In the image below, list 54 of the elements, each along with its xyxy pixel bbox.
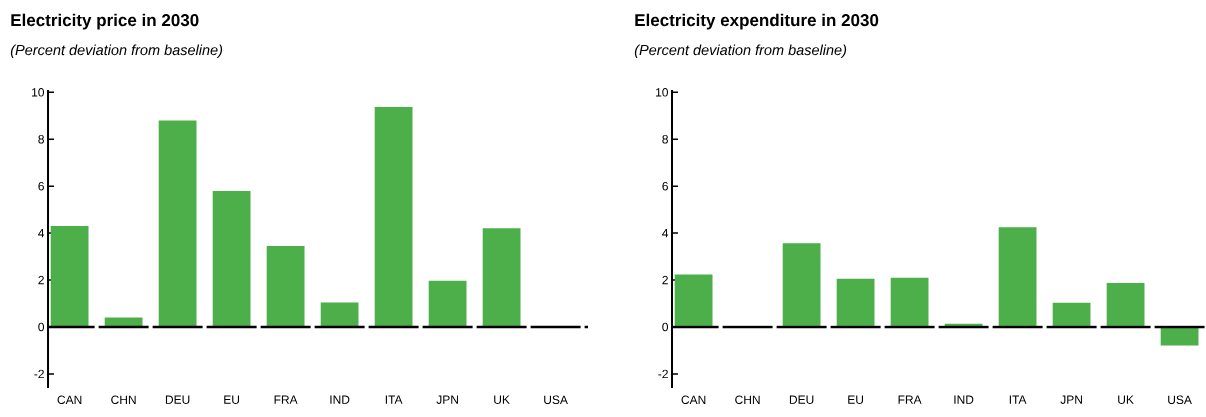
bar [158, 120, 197, 327]
bar [1052, 302, 1091, 327]
y-tick-label: 8 [662, 135, 668, 144]
bar [212, 190, 251, 327]
x-tick-label: USA [1168, 395, 1192, 405]
bar [482, 228, 521, 327]
x-tick-label: ITA [385, 395, 403, 404]
bar [1160, 326, 1199, 346]
y-tick-label: 8 [38, 135, 44, 144]
x-tick-label: UK [494, 395, 510, 404]
y-tick-label: 6 [38, 181, 44, 191]
y-tick-label: 10 [32, 88, 45, 97]
bar [266, 246, 305, 327]
x-tick-label: IND [330, 395, 350, 404]
y-tick-label: -2 [658, 369, 668, 379]
x-tick-label: CHN [735, 395, 760, 405]
bar [890, 277, 929, 327]
x-tick-label: EU [224, 395, 240, 404]
bar [428, 280, 467, 327]
x-tick-label: DEU [789, 395, 814, 404]
y-tick-label: 4 [38, 229, 45, 238]
y-tick-label: -2 [34, 369, 44, 379]
y-tick-label: 10 [656, 88, 669, 97]
bar [50, 226, 89, 327]
x-tick-label: EU [848, 395, 863, 404]
x-tick-label: FRA [274, 395, 298, 404]
y-tick-label: 4 [662, 229, 669, 238]
y-tick-label: 2 [662, 275, 668, 285]
chart-title: Electricity price in 2030 [11, 13, 199, 30]
chart-subtitle: (Percent deviation from baseline) [634, 44, 847, 58]
x-tick-label: CHN [111, 395, 136, 405]
x-tick-label: FRA [898, 395, 922, 404]
chart-title: Electricity expenditure in 2030 [635, 13, 879, 30]
y-tick-label: 0 [662, 322, 669, 332]
x-tick-label: ITA [1009, 395, 1027, 404]
bar [374, 106, 413, 327]
x-tick-label: JPN [1060, 395, 1082, 404]
x-tick-label: UK [1118, 395, 1134, 404]
y-tick-label: 6 [662, 181, 668, 191]
bar [674, 274, 713, 327]
x-tick-label: DEU [165, 395, 190, 404]
x-tick-label: CAN [57, 395, 82, 405]
x-tick-label: JPN [436, 395, 458, 404]
bar [1106, 283, 1145, 327]
y-tick-label: 2 [38, 275, 44, 285]
bar [782, 243, 821, 327]
bar [836, 278, 875, 327]
x-tick-label: IND [954, 395, 974, 404]
chart-subtitle: (Percent deviation from baseline) [10, 44, 223, 58]
y-tick-label: 0 [38, 322, 45, 332]
bar [320, 302, 359, 327]
x-tick-label: CAN [681, 395, 706, 405]
x-tick-label: USA [544, 395, 568, 405]
bar [998, 227, 1037, 327]
